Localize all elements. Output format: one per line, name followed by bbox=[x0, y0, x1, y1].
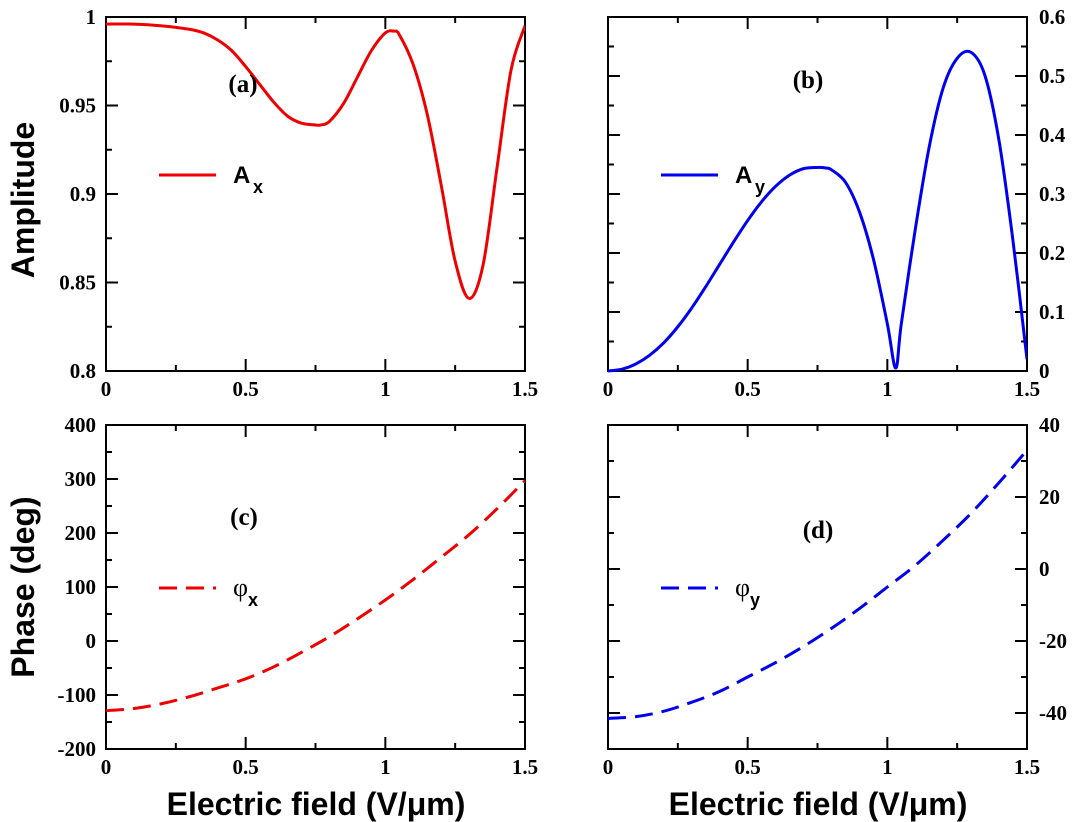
x-tick-label: 1.5 bbox=[1014, 755, 1040, 779]
y-tick-label: -40 bbox=[1039, 701, 1067, 725]
series-line-a-x bbox=[106, 22, 525, 300]
legend-symbol: A bbox=[735, 162, 752, 189]
x-tick-label: 0.5 bbox=[735, 377, 761, 401]
x-tick-label: 0 bbox=[603, 755, 614, 779]
legend-symbol: φ bbox=[233, 573, 248, 602]
panel-c: 0 0.5 1 1.5 -200 -100 0 100 200 300 400 (c) φ x bbox=[58, 413, 539, 779]
x-tick-label: 0.5 bbox=[233, 377, 259, 401]
amplitude-axis-title: Amplitude bbox=[5, 122, 41, 278]
y-tick-label: 100 bbox=[65, 575, 97, 599]
legend-subscript: x bbox=[248, 590, 258, 610]
y-tick-label: 0.9 bbox=[70, 182, 96, 206]
y-tick-label: 0 bbox=[1039, 359, 1050, 383]
x-tick-label: 0 bbox=[101, 377, 112, 401]
y-tick-label: 0.8 bbox=[70, 359, 96, 383]
phase-axis-title: Phase (deg) bbox=[5, 496, 41, 677]
legend-symbol: A bbox=[233, 162, 250, 189]
panel-label: (d) bbox=[803, 517, 834, 544]
y-tick-label: 0.3 bbox=[1039, 182, 1065, 206]
x-tick-label: 0 bbox=[603, 377, 614, 401]
x-axis-title-right: Electric field (V/μm) bbox=[669, 786, 968, 822]
y-tick-label: 0 bbox=[1039, 557, 1050, 581]
y-tick-label: 0.4 bbox=[1039, 123, 1066, 147]
y-tick-label: 300 bbox=[65, 467, 97, 491]
y-tick-label: -100 bbox=[58, 683, 97, 707]
y-tick-label: 0.95 bbox=[59, 94, 96, 118]
x-tick-label: 1 bbox=[882, 377, 893, 401]
y-tick-label: 0 bbox=[86, 629, 97, 653]
y-tick-label: -200 bbox=[58, 737, 97, 761]
legend-symbol: φ bbox=[735, 573, 750, 602]
x-tick-label: 0.5 bbox=[735, 755, 761, 779]
y-tick-label: 0.2 bbox=[1039, 241, 1065, 265]
panel-label: (c) bbox=[230, 504, 258, 531]
x-tick-label: 0 bbox=[101, 755, 112, 779]
y-tick-label: 0.1 bbox=[1039, 300, 1065, 324]
y-tick-label: 200 bbox=[65, 521, 97, 545]
legend-subscript: x bbox=[253, 177, 263, 197]
x-tick-label: 1.5 bbox=[1014, 377, 1040, 401]
plot-frame bbox=[105, 16, 526, 372]
y-tick-label: 400 bbox=[65, 413, 97, 437]
panel-d: 0 0.5 1 1.5 -40 -20 0 20 40 (d) φ y bbox=[603, 413, 1067, 779]
x-axis-title-left: Electric field (V/μm) bbox=[167, 786, 466, 822]
x-tick-label: 1.5 bbox=[512, 755, 538, 779]
panel-b: 0 0.5 1 1.500.10.20.30.40.50.6(b)A y bbox=[603, 5, 1066, 401]
y-tick-label: -20 bbox=[1039, 629, 1067, 653]
x-tick-label: 1 bbox=[882, 755, 893, 779]
x-tick-label: 0.5 bbox=[233, 755, 259, 779]
legend-subscript: y bbox=[755, 177, 765, 197]
y-tick-label: 20 bbox=[1039, 485, 1060, 509]
y-tick-label: 40 bbox=[1039, 413, 1060, 437]
y-tick-label: 1 bbox=[86, 5, 97, 29]
panel-label: (b) bbox=[793, 67, 824, 94]
series-line-phi-y bbox=[608, 449, 1027, 720]
series-line-a-y bbox=[608, 49, 1027, 373]
series-line-phi-x bbox=[106, 479, 525, 713]
x-tick-label: 1 bbox=[380, 755, 391, 779]
x-tick-label: 1.5 bbox=[512, 377, 538, 401]
legend-subscript: y bbox=[750, 590, 760, 610]
y-tick-label: 0.5 bbox=[1039, 64, 1065, 88]
panel-label: (a) bbox=[228, 71, 257, 98]
panel-a: 0 0.5 1 1.5 0.8 0.85 0.9 0.95 1 (a) A x bbox=[59, 5, 538, 401]
y-tick-label: 0.6 bbox=[1039, 5, 1065, 29]
y-tick-label: 0.85 bbox=[59, 271, 96, 295]
x-tick-label: 1 bbox=[380, 377, 391, 401]
